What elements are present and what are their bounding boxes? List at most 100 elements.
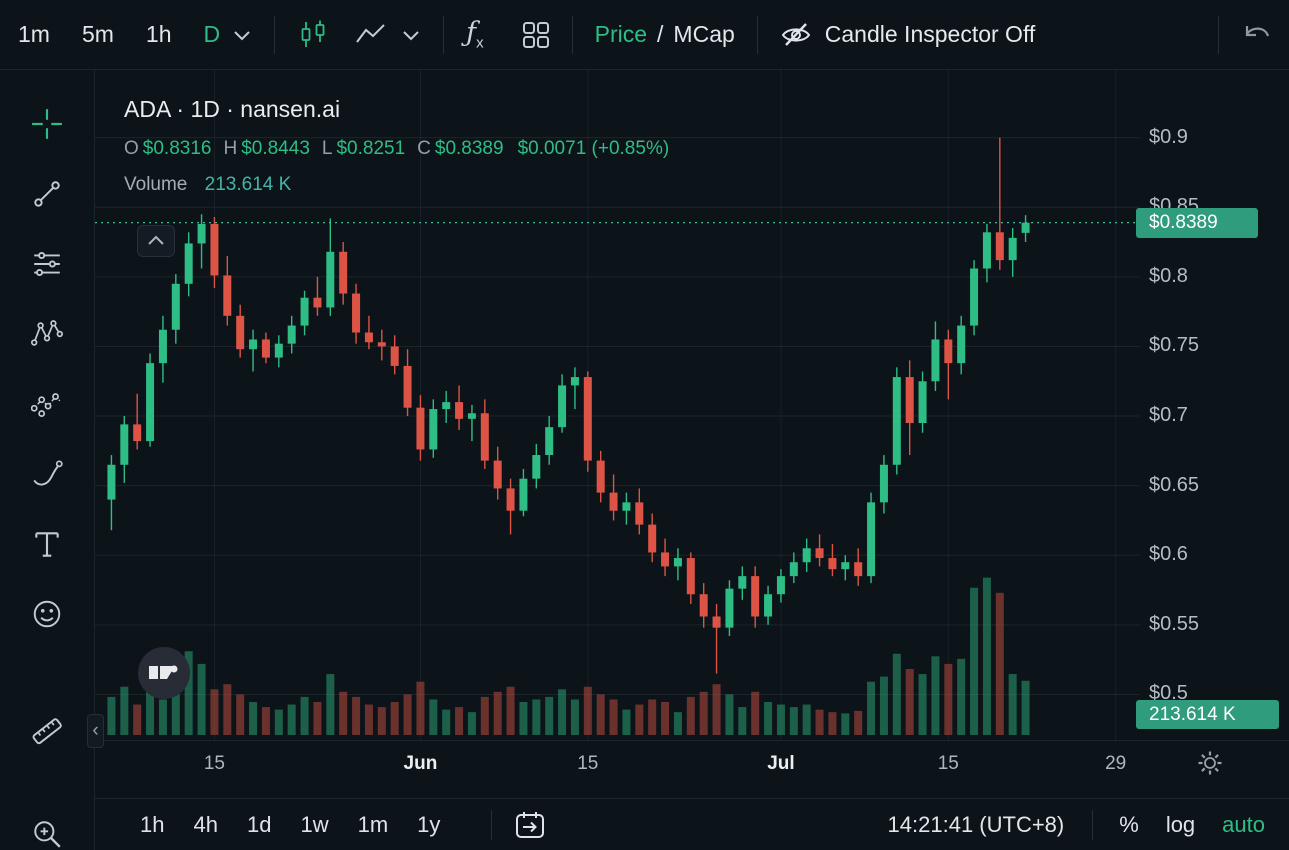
candle-body (570, 377, 579, 386)
candle-body (957, 325, 966, 364)
range-1m-button[interactable]: 1m (357, 811, 389, 837)
volume-bar (313, 702, 322, 735)
layout-grid-icon (522, 21, 549, 48)
candle-body (506, 488, 515, 511)
timeframe-5m-button[interactable]: 5m (81, 21, 114, 47)
brush-tool[interactable] (30, 458, 64, 490)
trend-line-icon (34, 181, 60, 207)
volume-bar (210, 689, 219, 735)
candle-body (789, 562, 798, 577)
volume-bar (957, 658, 966, 735)
indicators-button[interactable]: ƒx (466, 17, 484, 51)
candle-body (480, 413, 489, 461)
time-axis[interactable]: 15 Jun 15 Jul 15 29 (95, 740, 1289, 798)
ohlc-change-value: $0.0071 (+0.85%) (517, 138, 670, 159)
candle-body (390, 346, 399, 366)
candle-body (815, 548, 824, 559)
tradingview-logo-icon (138, 647, 190, 699)
candle-body (648, 524, 657, 553)
text-tool[interactable] (30, 528, 64, 560)
price-axis-label: $0.6 (1149, 543, 1188, 566)
candle-chart-type-button[interactable] (297, 20, 329, 50)
layout-button[interactable] (522, 21, 550, 49)
symbol-title[interactable]: ADA · 1D · nansen.ai (124, 96, 341, 122)
price-mcap-toggle[interactable]: Price / MCap (595, 21, 735, 48)
time-axis-label: 15 (937, 753, 959, 774)
range-1w-button[interactable]: 1w (300, 811, 329, 837)
price-chart-pane[interactable] (95, 70, 1289, 740)
volume-bar (300, 696, 309, 735)
auto-scale-button[interactable]: auto (1222, 811, 1265, 837)
volume-bar (725, 694, 734, 735)
volume-bar (120, 686, 129, 735)
forecast-pattern-tool[interactable] (30, 388, 64, 420)
measure-tool[interactable] (30, 714, 64, 748)
candle-body (184, 243, 193, 284)
volume-bar (854, 710, 863, 735)
toolbar-divider (1218, 15, 1219, 54)
volume-bar (545, 696, 554, 735)
ohlc-open-value: $0.8316 (142, 138, 212, 159)
candle-body (158, 329, 167, 364)
ohlc-close-value: $0.8389 (434, 138, 504, 159)
volume-bar (828, 712, 837, 735)
tradingview-logo[interactable] (136, 645, 192, 706)
candle-body (146, 363, 155, 442)
candle-body (467, 413, 476, 419)
crosshair-tool[interactable] (30, 108, 64, 140)
bottom-toolbar: 1h 4h 1d 1w 1m 1y 14:21:41 (UTC+8) % log… (95, 798, 1289, 850)
xabcd-pattern-tool[interactable] (30, 318, 64, 350)
volume-bar (506, 686, 515, 735)
chart-settings-button[interactable] (1195, 748, 1225, 783)
range-1y-button[interactable]: 1y (417, 811, 441, 837)
legend-collapse-button[interactable] (137, 225, 175, 257)
volume-bar (558, 689, 567, 735)
time-axis-label: 15 (203, 753, 226, 774)
range-1h-button[interactable]: 1h (140, 811, 165, 837)
chart-type-menu-button[interactable] (401, 28, 421, 42)
volume-bar (339, 691, 348, 735)
horizontal-lines-tool[interactable] (30, 248, 64, 280)
volume-bar (197, 663, 206, 735)
ohlc-high-label: H (223, 138, 238, 159)
volume-bar (377, 707, 386, 735)
line-chart-type-button[interactable] (355, 22, 387, 48)
timeframe-1m-button[interactable]: 1m (18, 21, 50, 47)
volume-bar (995, 592, 1004, 735)
emoji-tool[interactable] (30, 598, 64, 630)
timeframe-1h-button[interactable]: 1h (145, 21, 172, 47)
candle-inspector-toggle[interactable]: Candle Inspector Off (780, 21, 1035, 49)
forecast-pattern-icon (31, 393, 61, 418)
volume-bar (287, 704, 296, 735)
candle-body (738, 576, 747, 589)
candle-body (313, 297, 322, 308)
price-toggle-label[interactable]: Price (594, 21, 648, 47)
percent-scale-button[interactable]: % (1119, 811, 1139, 837)
zoom-in-tool[interactable] (30, 818, 64, 850)
range-4h-button[interactable]: 4h (193, 811, 218, 837)
sidebar-collapse-handle[interactable]: ‹ (87, 714, 104, 748)
candle-body (970, 268, 979, 326)
clock-utc-label[interactable]: 14:21:41 (UTC+8) (887, 811, 1065, 837)
trend-line-tool[interactable] (30, 178, 64, 210)
price-axis-label: $0.9 (1149, 125, 1188, 148)
volume-bar (970, 587, 979, 735)
ohlc-high-value: $0.8443 (241, 138, 310, 159)
chart-legend: ADA · 1D · nansen.ai O $0.8316 H $0.8443 L… (124, 96, 669, 196)
candle-body (841, 562, 850, 570)
timeframe-1d-button[interactable]: D (203, 21, 221, 47)
go-to-date-button[interactable] (514, 810, 546, 840)
volume-bar (583, 686, 592, 735)
log-scale-button[interactable]: log (1165, 811, 1196, 837)
undo-button[interactable] (1241, 22, 1273, 48)
text-icon (35, 532, 59, 557)
mcap-toggle-label[interactable]: MCap (673, 21, 735, 47)
volume-bar (364, 704, 373, 735)
toolbar-divider (571, 15, 573, 54)
range-1d-button[interactable]: 1d (246, 811, 272, 837)
volume-bar (712, 684, 721, 735)
timeframe-menu-button[interactable] (232, 28, 252, 42)
volume-bar (648, 699, 657, 735)
candle-body (532, 455, 541, 479)
price-axis[interactable]: $0.9 $0.85 $0.8 $0.75 $0.7 $0.65 $0.6 $0.55 $0.5 (1135, 70, 1289, 740)
